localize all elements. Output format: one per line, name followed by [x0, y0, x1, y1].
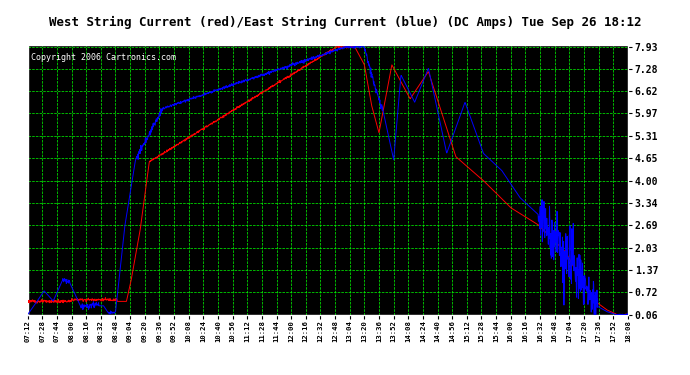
- Text: Copyright 2006 Cartronics.com: Copyright 2006 Cartronics.com: [30, 53, 175, 62]
- Text: West String Current (red)/East String Current (blue) (DC Amps) Tue Sep 26 18:12: West String Current (red)/East String Cu…: [49, 16, 641, 29]
